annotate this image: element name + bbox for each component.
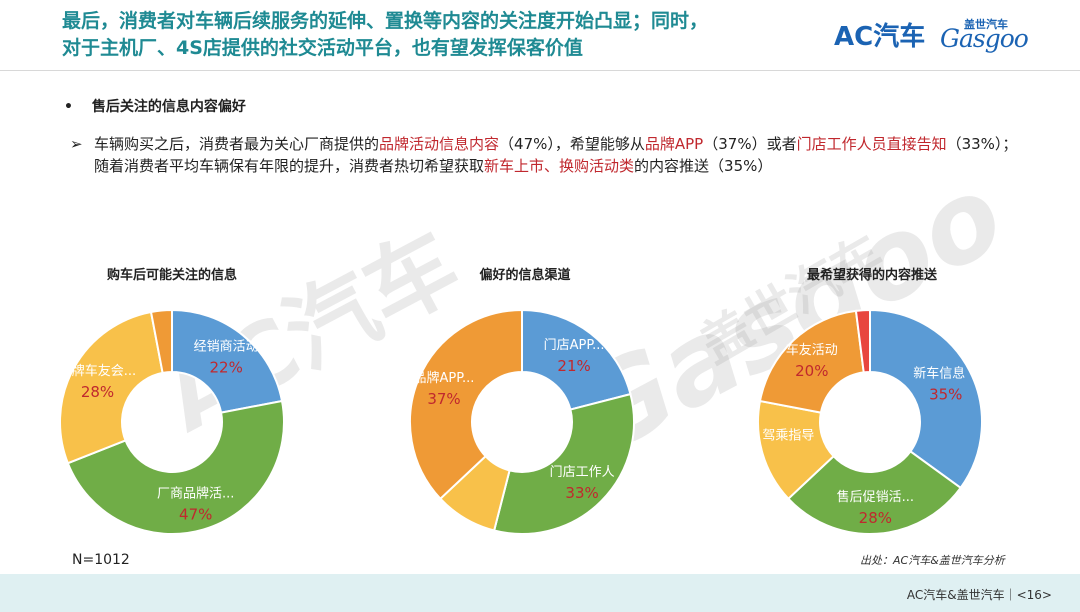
chart1-slice-3 bbox=[59, 310, 164, 465]
paragraph-text: （37%）或者 bbox=[703, 135, 797, 153]
chart2-slice-2-value: 33% bbox=[565, 484, 598, 502]
chart3-slice-1 bbox=[869, 308, 983, 490]
chart2-slice-2-label: 门店工作人 bbox=[550, 465, 615, 480]
chart3-slice-1-label: 新车信息（ bbox=[913, 365, 978, 381]
donut-charts: 经销商活动 22% 厂商品牌活... 47% 品牌车友会... 28% 门店APP... 21… bbox=[59, 308, 983, 535]
bullet-dot: • bbox=[64, 99, 73, 115]
gasgoo-logo-en: Gasgoo bbox=[940, 24, 1029, 53]
sample-size-note: N=1012 bbox=[72, 552, 130, 568]
page-title-line1: 最后，消费者对车辆后续服务的延伸、置换等内容的关注度开始凸显；同时， bbox=[62, 10, 709, 32]
page-title: 最后，消费者对车辆后续服务的延伸、置换等内容的关注度开始凸显；同时， 对于主机厂… bbox=[62, 8, 802, 62]
chart2-slice-1 bbox=[521, 308, 632, 411]
highlight-text: 品牌APP bbox=[644, 135, 704, 153]
chart3-slice-2-value: 28% bbox=[859, 509, 892, 527]
chart1-slice-3-value: 28% bbox=[81, 383, 114, 401]
chart3-slice-2 bbox=[786, 449, 963, 535]
chart3-slice-3-label: 驾乘指导 bbox=[762, 429, 814, 444]
chart3-slice-4-value: 20% bbox=[795, 362, 828, 380]
highlight-text: 品牌活动信息内容 bbox=[379, 135, 500, 153]
chart2-title: 偏好的信息渠道 bbox=[479, 268, 571, 283]
summary-paragraph: ➢ 车辆购买之后，消费者最为关心厂商提供的品牌活动信息内容（47%），希望能够从… bbox=[70, 133, 1030, 177]
chart3-slice-4-label: 车友活动 bbox=[786, 342, 838, 358]
chart3-slice-1-value: 35% bbox=[929, 385, 962, 403]
paragraph-text: 车辆购买之后，消费者最为关心厂商提供的 bbox=[94, 135, 380, 153]
chart1-slice-2-value: 47% bbox=[179, 506, 212, 524]
paragraph-text: （47%），希望能够从 bbox=[499, 135, 645, 153]
section-heading: • 售后关注的信息内容偏好 bbox=[64, 96, 246, 116]
chart2-slice-4-label: 品牌APP... bbox=[414, 370, 475, 386]
footer-bar bbox=[0, 574, 1080, 612]
highlight-text: 新车上市、换购活动类 bbox=[484, 157, 635, 175]
chart1-slice-2-label: 厂商品牌活... bbox=[157, 486, 234, 502]
chart1-slice-3-label: 品牌车友会... bbox=[59, 363, 136, 379]
chart2-slice-1-value: 21% bbox=[557, 357, 590, 375]
header: 最后，消费者对车辆后续服务的延伸、置换等内容的关注度开始凸显；同时， 对于主机厂… bbox=[0, 0, 1080, 68]
gasgoo-logo-cn: 盖世汽车 bbox=[964, 18, 1008, 31]
chart1-slice-1 bbox=[171, 308, 284, 414]
paragraph-text: （33%）；随着消费者平均车辆保有年限的提升，消费者热切希望获取 bbox=[94, 135, 1018, 175]
chart2-slice-4-value: 37% bbox=[427, 390, 460, 408]
footer-page-label: AC汽车&盖世汽车｜<16> bbox=[906, 588, 1052, 602]
source-note: 出处：AC汽车&盖世汽车分析 bbox=[860, 554, 1005, 567]
chart3-slice-2-label: 售后促销活... bbox=[837, 489, 914, 505]
chart1-slice-1-label: 经销商活动 bbox=[194, 340, 259, 355]
header-divider bbox=[0, 70, 1080, 71]
page-title-line2: 对于主机厂、4S店提供的社交活动平台，也有望发挥保客价值 bbox=[62, 37, 583, 59]
highlight-text: 门店工作人员直接告知 bbox=[796, 135, 947, 153]
chart2-slice-4 bbox=[409, 308, 523, 501]
chart3-title: 最希望获得的内容推送 bbox=[806, 268, 937, 283]
chart1-title: 购车后可能关注的信息 bbox=[106, 268, 237, 283]
arrow-bullet-icon: ➢ bbox=[70, 135, 83, 153]
chart3-slice-5 bbox=[854, 308, 871, 374]
chart1-slice-2 bbox=[66, 399, 285, 535]
ac-auto-logo: AC汽车 bbox=[834, 22, 926, 52]
section-title: 售后关注的信息内容偏好 bbox=[91, 99, 246, 115]
chart3-slice-4 bbox=[758, 309, 865, 414]
chart2-slice-2 bbox=[492, 392, 635, 535]
paragraph-text: 的内容推送（35%） bbox=[634, 157, 773, 175]
summary-text: 车辆购买之后，消费者最为关心厂商提供的品牌活动信息内容（47%），希望能够从品牌… bbox=[94, 133, 1030, 177]
chart1-slice-1-value: 22% bbox=[210, 359, 243, 377]
chart2-slice-1-label: 门店APP... bbox=[544, 338, 605, 353]
chart1-slice-4 bbox=[149, 308, 173, 375]
